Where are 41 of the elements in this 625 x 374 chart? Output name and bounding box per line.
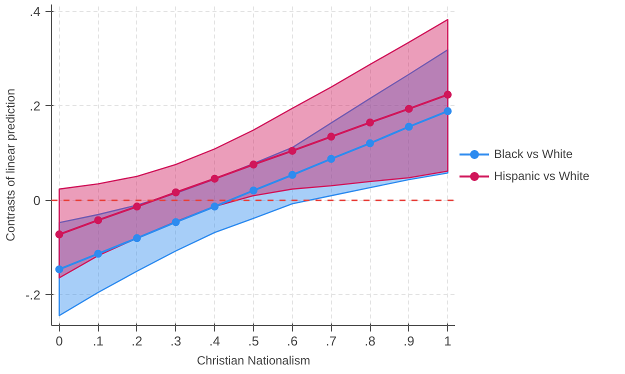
legend-label: Black vs White xyxy=(494,146,573,160)
point xyxy=(210,174,219,183)
point xyxy=(366,118,374,127)
point xyxy=(132,202,141,211)
y-tick-label: 0 xyxy=(33,192,41,208)
point xyxy=(404,104,413,113)
x-tick-label: .5 xyxy=(248,334,259,348)
point xyxy=(172,188,180,196)
point xyxy=(55,265,64,274)
legend-label: Hispanic vs White xyxy=(494,168,590,182)
x-tick-label: .2 xyxy=(132,334,142,348)
x-tick-label: .1 xyxy=(92,334,104,348)
point xyxy=(172,218,180,226)
x-tick-label: .3 xyxy=(170,334,182,348)
x-tick-label: 1 xyxy=(444,334,452,348)
x-tick-label: .6 xyxy=(286,334,298,348)
point xyxy=(94,250,102,258)
point xyxy=(94,216,102,224)
x-tick-label: .7 xyxy=(326,334,337,348)
point xyxy=(55,230,64,238)
x-tick-label: .4 xyxy=(209,334,220,348)
point xyxy=(288,146,296,155)
point xyxy=(444,107,452,116)
y-tick-label: .2 xyxy=(30,98,40,114)
point xyxy=(210,202,219,211)
y-tick-label: .4 xyxy=(30,4,40,20)
x-tick-label: .8 xyxy=(364,334,376,348)
point xyxy=(250,186,258,194)
x-tick-label: 0 xyxy=(56,334,63,348)
point xyxy=(132,234,141,242)
point xyxy=(327,132,336,141)
y-axis-title: Contrasts of linear prediction xyxy=(3,88,18,242)
point xyxy=(250,160,258,169)
point xyxy=(327,154,336,163)
point xyxy=(404,122,413,131)
point xyxy=(288,170,296,179)
point xyxy=(444,90,452,99)
x-axis-title: Christian Nationalism xyxy=(196,354,310,368)
point xyxy=(366,139,374,148)
x-tick-label: .9 xyxy=(403,334,414,348)
y-tick-label: -.2 xyxy=(25,287,40,302)
